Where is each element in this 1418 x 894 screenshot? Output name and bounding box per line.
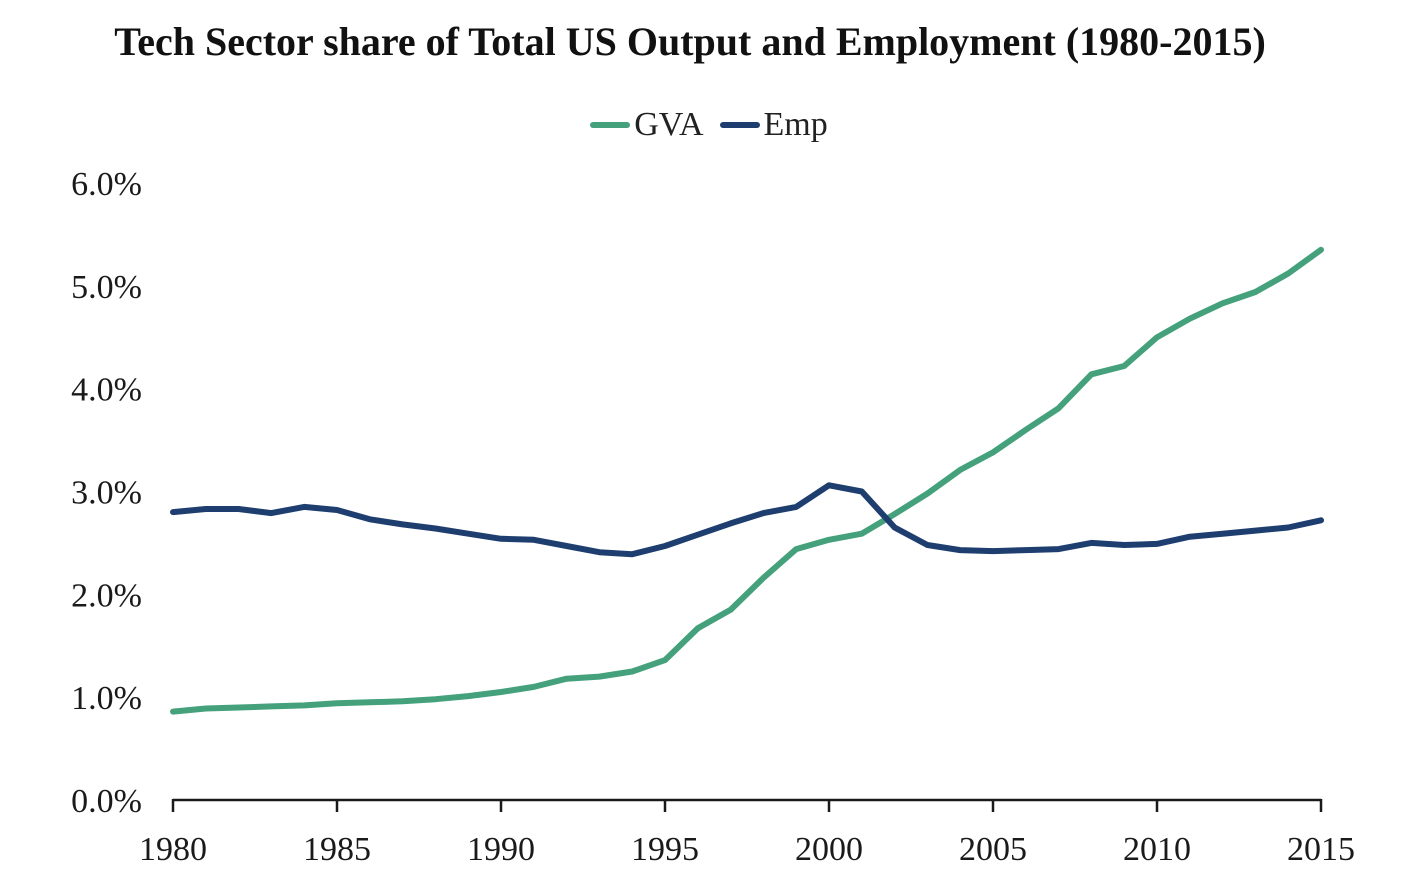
x-tick-label: 2010 <box>1123 831 1191 868</box>
y-tick-label: 5.0% <box>71 269 142 306</box>
chart-title: Tech Sector share of Total US Output and… <box>114 19 1266 64</box>
legend-label-gva: GVA <box>634 106 704 143</box>
y-tick-label: 6.0% <box>71 166 142 203</box>
legend-entry-gva: GVA <box>590 106 704 144</box>
legend-swatch-gva <box>590 122 631 128</box>
y-tick-label: 4.0% <box>71 372 142 409</box>
series-line-gva <box>170 246 1324 715</box>
x-tick-label: 1985 <box>303 831 371 868</box>
chart-legend: GVA Emp <box>0 106 1418 144</box>
legend-swatch-emp <box>719 122 760 128</box>
x-axis: 1980 1985 1990 1995 2000 2005 2010 2015 <box>139 798 1355 868</box>
x-tick-label: 1990 <box>467 831 535 868</box>
x-tick-label: 1995 <box>631 831 699 868</box>
y-tick-label: 3.0% <box>71 475 142 512</box>
legend-label-emp: Emp <box>763 106 828 143</box>
x-tick-label: 2000 <box>795 831 863 868</box>
y-tick-label: 2.0% <box>71 577 142 614</box>
x-tick-label: 2005 <box>959 831 1027 868</box>
legend-entry-emp: Emp <box>719 106 828 144</box>
y-tick-label: 0.0% <box>71 783 142 820</box>
series-line-emp <box>170 482 1324 558</box>
series-layer <box>170 246 1324 715</box>
y-tick-label: 1.0% <box>71 680 142 717</box>
x-tick-label: 2015 <box>1287 831 1355 868</box>
y-axis-ticks: 0.0% 1.0% 2.0% 3.0% 4.0% 5.0% 6.0% <box>71 166 142 820</box>
x-tick-label: 1980 <box>139 831 207 868</box>
